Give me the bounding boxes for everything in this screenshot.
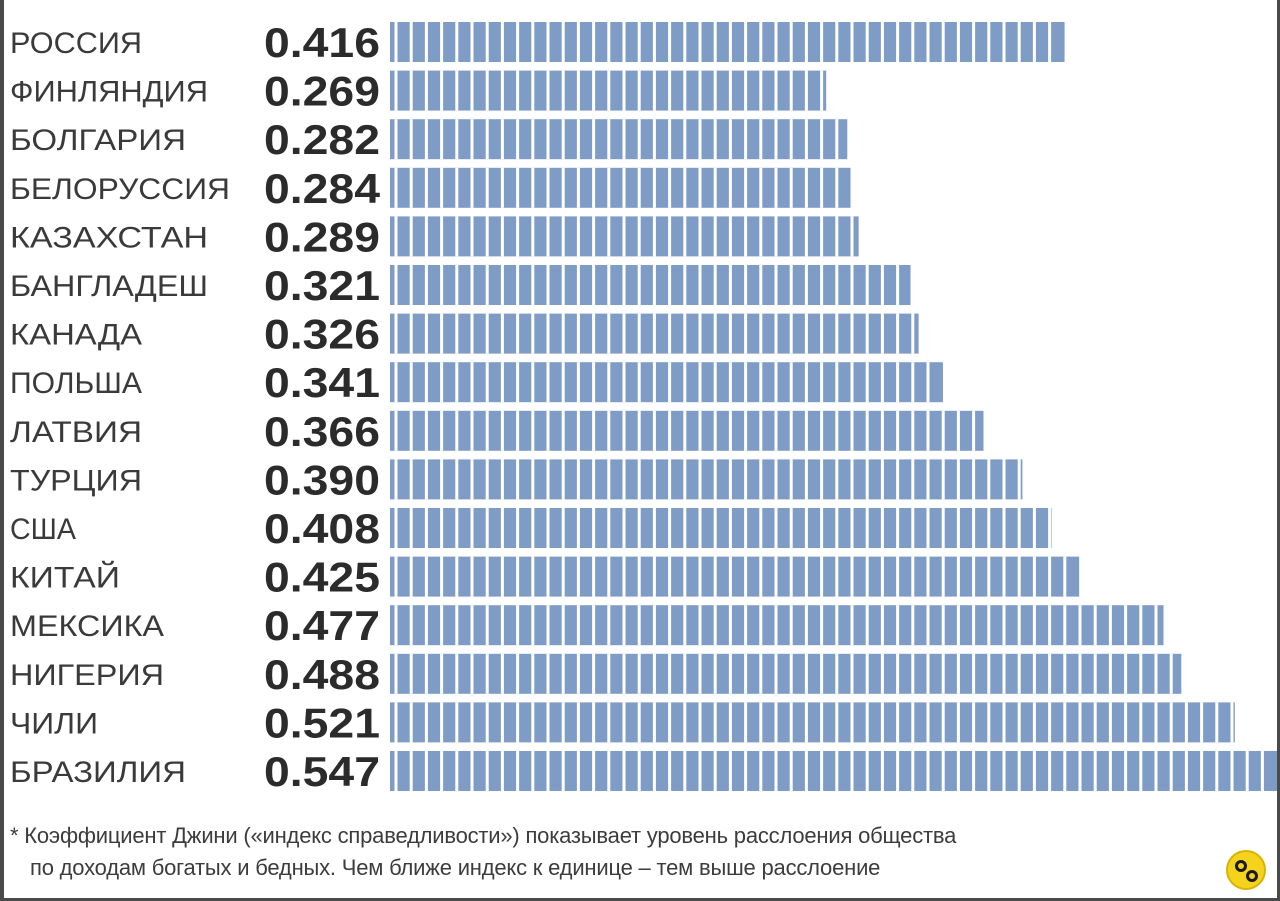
- category-label: ЛАТВИЯ: [10, 416, 142, 449]
- cancer-zodiac-icon: [1226, 850, 1266, 890]
- value-label: 0.341: [264, 359, 380, 406]
- footnote-line-2: по доходам богатых и бедных. Чем ближе и…: [30, 855, 881, 880]
- value-label: 0.390: [264, 456, 380, 503]
- category-label: МЕКСИКА: [10, 610, 164, 643]
- value-label: 0.284: [264, 165, 381, 212]
- footnote-line-1: * Коэффициент Джини («индекс справедливо…: [10, 823, 957, 848]
- bar: [390, 22, 1065, 62]
- value-label: 0.416: [264, 19, 380, 66]
- bar: [390, 70, 827, 111]
- bar: [390, 605, 1164, 646]
- value-label: 0.521: [264, 699, 380, 746]
- category-label: ЧИЛИ: [10, 707, 98, 740]
- value-label: 0.408: [264, 505, 380, 552]
- gini-bar-chart: РОССИЯ 0.416 ФИНЛЯНДИЯ 0.269 БОЛГАРИЯ 0.282 БЕ…: [10, 19, 1277, 795]
- category-label: БАНГЛАДЕШ: [10, 270, 208, 303]
- bar: [390, 167, 851, 208]
- bar: [390, 508, 1052, 548]
- value-label: 0.477: [264, 602, 380, 649]
- category-label: БЕЛОРУССИЯ: [10, 173, 230, 206]
- category-label: ТУРЦИЯ: [10, 464, 142, 497]
- value-label: 0.547: [264, 748, 380, 795]
- value-label: 0.425: [264, 554, 380, 601]
- category-label: США: [10, 513, 76, 546]
- bar: [390, 410, 984, 451]
- bar: [390, 265, 911, 305]
- value-label: 0.289: [264, 213, 380, 260]
- category-label: БОЛГАРИЯ: [10, 124, 186, 157]
- bar: [390, 362, 943, 403]
- bar: [390, 702, 1235, 743]
- bar: [390, 653, 1182, 694]
- value-label: 0.488: [264, 651, 380, 698]
- bar: [390, 119, 848, 160]
- category-label: КИТАЙ: [10, 561, 120, 595]
- value-label: 0.321: [264, 262, 380, 309]
- value-label: 0.269: [264, 68, 380, 115]
- value-label: 0.282: [264, 116, 380, 163]
- bar: [390, 556, 1080, 597]
- bar: [390, 459, 1023, 500]
- category-label: НИГЕРИЯ: [10, 659, 164, 692]
- bar: [390, 751, 1277, 791]
- bar: [390, 313, 919, 354]
- category-label: БРАЗИЛИЯ: [10, 756, 186, 789]
- value-label: 0.326: [264, 311, 380, 358]
- value-label: 0.366: [264, 408, 380, 455]
- category-label: РОССИЯ: [10, 27, 142, 60]
- bar: [390, 216, 859, 257]
- footnote: * Коэффициент Джини («индекс справедливо…: [10, 820, 1270, 884]
- category-label: ПОЛЬША: [10, 367, 142, 400]
- category-label: КАНАДА: [10, 319, 142, 352]
- category-label: КАЗАХСТАН: [10, 221, 208, 254]
- category-label: ФИНЛЯНДИЯ: [10, 76, 208, 109]
